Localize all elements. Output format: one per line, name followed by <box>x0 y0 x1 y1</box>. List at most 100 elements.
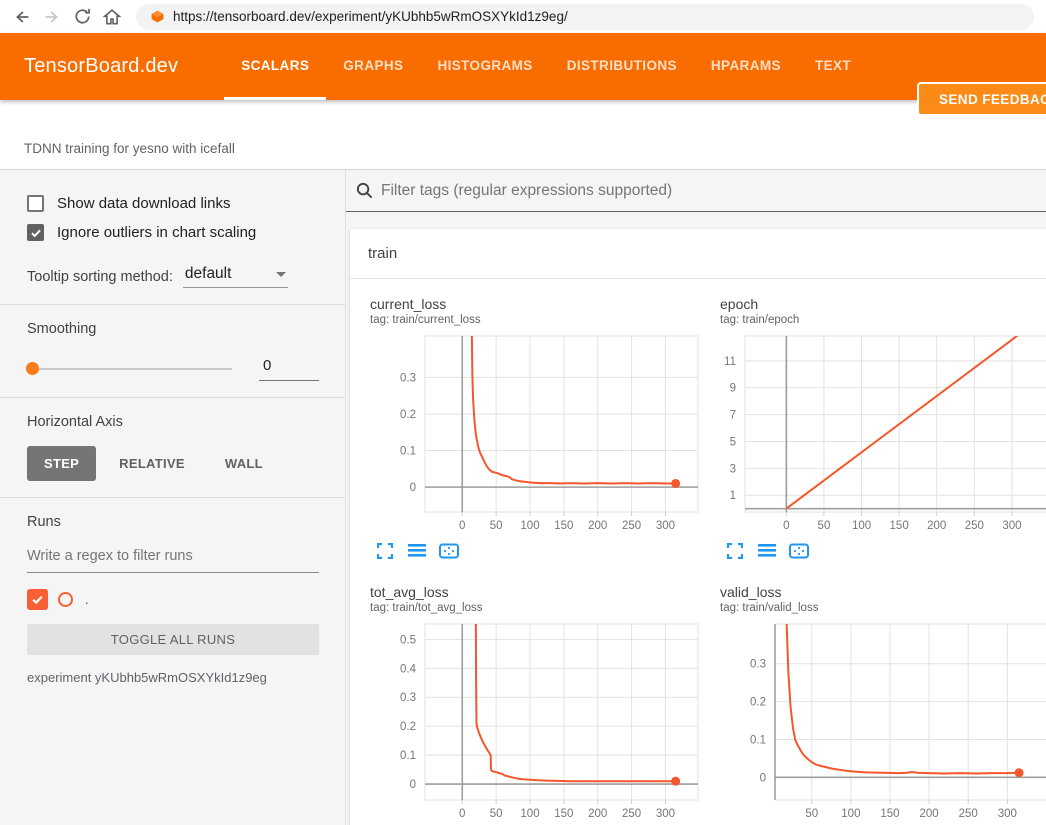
main-panel: train current_loss tag: train/current_lo… <box>346 170 1046 825</box>
slider-thumb[interactable] <box>26 362 39 375</box>
svg-text:0.1: 0.1 <box>400 446 416 458</box>
chart-card: epoch tag: train/epoch 13579110501001502… <box>705 295 1046 569</box>
svg-text:300: 300 <box>998 808 1017 820</box>
fit-domain-icon[interactable] <box>789 543 807 561</box>
experiment-title: TDNN training for yesno with icefall <box>24 141 235 156</box>
chevron-down-icon <box>276 272 286 277</box>
relative-button[interactable]: RELATIVE <box>102 446 202 481</box>
svg-text:0: 0 <box>459 520 465 532</box>
tab-hparams[interactable]: HPARAMS <box>694 33 798 100</box>
svg-text:100: 100 <box>520 808 539 820</box>
run-color-swatch <box>58 592 73 607</box>
tab-graphs[interactable]: GRAPHS <box>326 33 420 100</box>
toggle-all-runs-button[interactable]: TOGGLE ALL RUNS <box>27 624 319 655</box>
tag-group-card: train current_loss tag: train/current_lo… <box>350 229 1046 825</box>
chart-title: tot_avg_loss <box>370 583 700 601</box>
svg-text:7: 7 <box>730 410 736 422</box>
app-logo[interactable]: TensorBoard.dev <box>24 55 178 78</box>
checkbox-ignore-outliers[interactable]: Ignore outliers in chart scaling <box>27 224 345 241</box>
chart-plot[interactable]: 00.10.20.350100150200250300 <box>705 620 1046 825</box>
svg-text:1: 1 <box>730 490 736 502</box>
back-icon[interactable] <box>10 5 34 29</box>
send-feedback-button[interactable]: SEND FEEDBACK <box>917 82 1046 116</box>
refresh-icon[interactable] <box>70 5 94 29</box>
tags-filter-input[interactable] <box>381 182 1046 200</box>
svg-text:0.3: 0.3 <box>400 372 416 384</box>
svg-text:150: 150 <box>554 808 573 820</box>
tab-text[interactable]: TEXT <box>798 33 868 100</box>
svg-text:150: 150 <box>554 520 573 532</box>
expand-icon[interactable] <box>377 543 395 561</box>
svg-text:250: 250 <box>959 808 978 820</box>
run-row: . <box>27 589 345 610</box>
svg-text:50: 50 <box>490 808 503 820</box>
svg-text:0: 0 <box>459 808 465 820</box>
svg-text:11: 11 <box>724 356 736 368</box>
svg-text:250: 250 <box>622 808 641 820</box>
svg-text:0.2: 0.2 <box>400 721 416 733</box>
svg-text:0.4: 0.4 <box>400 663 417 675</box>
divider <box>0 497 345 498</box>
chart-tag: tag: train/valid_loss <box>720 601 1046 616</box>
horizontal-axis-label: Horizontal Axis <box>27 414 345 430</box>
experiment-caption: experiment yKUbhb5wRmOSXYkId1z9eg <box>27 670 345 685</box>
smoothing-value-input[interactable] <box>259 357 319 381</box>
wall-button[interactable]: WALL <box>208 446 280 481</box>
svg-text:250: 250 <box>622 520 641 532</box>
tab-scalars[interactable]: SCALARS <box>224 33 326 100</box>
chart-tag: tag: train/epoch <box>720 313 1046 328</box>
log-scale-icon[interactable] <box>408 543 426 561</box>
checkbox-unchecked-icon[interactable] <box>27 195 44 212</box>
browser-toolbar: https://tensorboard.dev/experiment/yKUbh… <box>0 0 1046 33</box>
runs-label: Runs <box>27 514 345 530</box>
svg-text:0: 0 <box>410 482 416 494</box>
tooltip-sorting-label: Tooltip sorting method: <box>27 269 173 288</box>
forward-icon[interactable] <box>40 5 64 29</box>
svg-text:300: 300 <box>656 808 675 820</box>
tab-histograms[interactable]: HISTOGRAMS <box>420 33 549 100</box>
settings-sidebar: Show data download links Ignore outliers… <box>0 170 346 825</box>
home-icon[interactable] <box>100 5 124 29</box>
svg-text:0.1: 0.1 <box>400 750 416 762</box>
runs-filter-input[interactable] <box>27 548 319 573</box>
svg-text:50: 50 <box>818 520 831 532</box>
url-bar[interactable]: https://tensorboard.dev/experiment/yKUbh… <box>136 4 1034 30</box>
checkbox-checked-icon[interactable] <box>27 224 44 241</box>
svg-text:100: 100 <box>852 520 871 532</box>
svg-text:200: 200 <box>927 520 946 532</box>
svg-text:100: 100 <box>841 808 860 820</box>
chart-title: epoch <box>720 295 1046 313</box>
url-text: https://tensorboard.dev/experiment/yKUbh… <box>173 9 568 24</box>
tag-group-header[interactable]: train <box>350 229 1046 279</box>
chart-plot[interactable]: 00.10.20.30.40.5050100150200250300 <box>355 620 700 825</box>
divider <box>0 397 345 398</box>
app-header: TensorBoard.dev SCALARS GRAPHS HISTOGRAM… <box>0 33 1046 100</box>
tooltip-sorting-select[interactable]: default <box>183 265 288 288</box>
experiment-bar: TDNN training for yesno with icefall <box>0 100 1046 170</box>
nav-tabs: SCALARS GRAPHS HISTOGRAMS DISTRIBUTIONS … <box>224 33 868 100</box>
step-button[interactable]: STEP <box>27 446 96 481</box>
svg-text:3: 3 <box>730 463 736 475</box>
checkbox-show-download-links[interactable]: Show data download links <box>27 195 345 212</box>
svg-text:200: 200 <box>588 808 607 820</box>
tab-distributions[interactable]: DISTRIBUTIONS <box>550 33 694 100</box>
chart-plot[interactable]: 00.10.20.3050100150200250300 <box>355 332 700 539</box>
expand-icon[interactable] <box>727 543 745 561</box>
fit-domain-icon[interactable] <box>439 543 457 561</box>
divider <box>0 304 345 305</box>
log-scale-icon[interactable] <box>758 543 776 561</box>
smoothing-label: Smoothing <box>27 321 345 337</box>
chart-title: current_loss <box>370 295 700 313</box>
svg-text:0: 0 <box>760 772 766 784</box>
chart-plot[interactable]: 1357911050100150200250300 <box>705 332 1046 539</box>
chart-card: tot_avg_loss tag: train/tot_avg_loss 00.… <box>355 583 700 825</box>
svg-text:50: 50 <box>490 520 503 532</box>
svg-text:0.3: 0.3 <box>400 692 416 704</box>
svg-text:300: 300 <box>1002 520 1021 532</box>
chart-card: valid_loss tag: train/valid_loss 00.10.2… <box>705 583 1046 825</box>
run-checkbox[interactable] <box>27 589 48 610</box>
svg-text:5: 5 <box>730 436 736 448</box>
smoothing-slider[interactable] <box>27 368 232 370</box>
svg-text:0: 0 <box>783 520 789 532</box>
chart-title: valid_loss <box>720 583 1046 601</box>
